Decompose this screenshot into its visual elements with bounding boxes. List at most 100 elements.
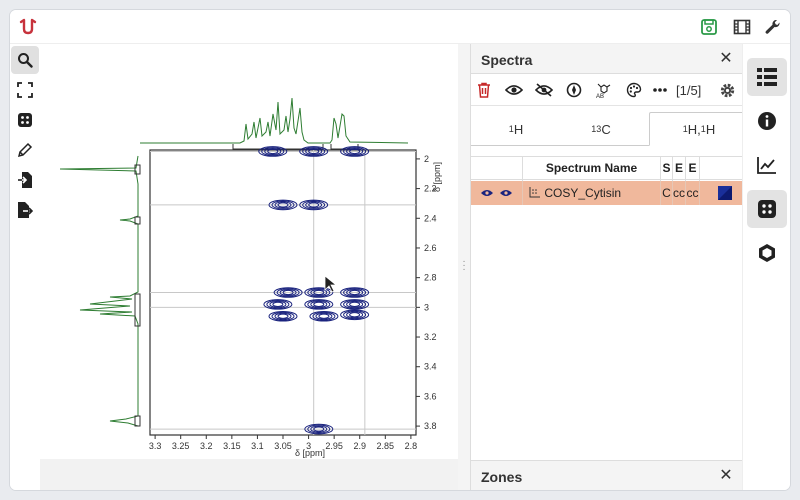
eye-spectrum-icon[interactable] [480, 190, 493, 196]
x-tick-label-9: 2.85 [377, 441, 395, 451]
info-icon [758, 112, 776, 130]
palette-icon[interactable] [624, 80, 644, 100]
export-icon [18, 202, 33, 218]
cross-peak-0[interactable] [258, 146, 288, 157]
more-icon[interactable] [650, 80, 670, 100]
cross-peak-3[interactable] [268, 199, 298, 211]
structure-panel-button[interactable] [747, 234, 787, 272]
row-color[interactable] [700, 181, 743, 205]
x-tick-label-7: 2.95 [325, 441, 343, 451]
molecule-icon[interactable]: AB [594, 80, 614, 100]
left-integral-1 [134, 164, 141, 175]
cross-peak-7[interactable] [340, 287, 370, 298]
cross-peak-8[interactable] [263, 299, 293, 310]
right-sidebar [742, 44, 790, 490]
spectra-close-icon[interactable]: ✕ [719, 50, 733, 67]
export-tool[interactable] [11, 196, 39, 224]
settings-gear-icon[interactable] [717, 80, 737, 100]
pen-icon [17, 142, 33, 158]
x-tick-label-1: 3.25 [172, 441, 190, 451]
zones-icon [758, 200, 776, 218]
tab-1h1h-mass-b: 1 [700, 124, 706, 134]
cross-peak-4[interactable] [299, 199, 329, 211]
save-icon[interactable] [698, 16, 720, 38]
spectra-panel-button[interactable] [747, 58, 787, 96]
zones-icon [18, 113, 32, 127]
zones-close-icon[interactable]: ✕ [719, 467, 733, 484]
pen-tool[interactable] [11, 136, 39, 164]
header-spectrum-name[interactable]: Spectrum Name [523, 157, 661, 181]
cross-peak-6[interactable] [304, 287, 334, 298]
splitter-handle-icon[interactable]: · · · [462, 256, 466, 275]
header-e1[interactable]: E [673, 157, 686, 181]
y-tick-label-2: 2.4 [424, 213, 437, 223]
cross-peak-5[interactable] [273, 287, 303, 298]
cross-peak-14[interactable] [304, 423, 334, 435]
y-tick-label-1: 2.2 [424, 184, 437, 194]
table-icon [757, 68, 777, 86]
row-c1: C [661, 181, 673, 205]
tab-13c-mass: 13 [591, 124, 602, 134]
info-panel-button[interactable] [747, 102, 787, 140]
cross-peak-9[interactable] [304, 299, 334, 310]
left-trace [59, 155, 139, 427]
spectrum-name: COSY_Cytisin [544, 186, 622, 200]
tab-1h-mass: 1 [508, 124, 514, 134]
row-c2: cc [673, 181, 686, 205]
spectrum-viewer[interactable]: 3.3 3.25 3.2 3.15 3.1 3.05 3 2.95 2.9 2.85 2.8 2 2.… [40, 44, 458, 459]
show-all-icon[interactable] [504, 80, 524, 100]
left-integral-2 [134, 216, 141, 225]
compass-icon[interactable] [564, 80, 584, 100]
spectra-toolbar: AB [1/5] [471, 74, 743, 106]
x-tick-label-0: 3.3 [149, 441, 162, 451]
tab-1h-1h[interactable]: 1 H, 1 H [649, 112, 749, 146]
y-tick-label-8: 3.6 [424, 391, 437, 401]
panel-splitter[interactable]: · · · [458, 44, 470, 490]
y-axis-label: δ [ppm] [432, 162, 442, 192]
tab-1h1h-element-b: H [705, 121, 716, 137]
zoom-icon [18, 53, 33, 68]
cosy-plot[interactable]: 3.3 3.25 3.2 3.15 3.1 3.05 3 2.95 2.9 2.85 2.8 2 2.… [40, 44, 458, 459]
y-tick-label-4: 2.8 [424, 273, 437, 283]
cross-peak-11[interactable] [268, 310, 298, 322]
film-icon[interactable] [731, 16, 753, 38]
fullscreen-tool[interactable] [11, 76, 39, 104]
cross-peak-10[interactable] [340, 299, 370, 310]
spectra-panel: Spectra ✕ AB [1/5 [470, 44, 749, 490]
row-visibility [471, 181, 523, 205]
zones-panel-header[interactable]: Zones ✕ [471, 460, 743, 490]
x-tick-label-6: 3 [306, 441, 311, 451]
tab-13c-element: C [601, 121, 611, 137]
hide-all-icon[interactable] [534, 80, 554, 100]
x-tick-label-8: 2.9 [353, 441, 366, 451]
mouse-cursor-icon [324, 275, 338, 293]
cross-peak-1[interactable] [299, 146, 329, 157]
table-row[interactable]: COSY_Cytisin C cc cc [471, 181, 743, 205]
color-swatch-icon[interactable] [718, 186, 732, 200]
zones-panel-button[interactable] [747, 190, 787, 228]
cross-peak-12[interactable] [309, 310, 339, 322]
cross-peak-2[interactable] [340, 146, 370, 157]
eye-peaks-icon[interactable] [499, 190, 512, 196]
tab-1h1h-element-a: H, [687, 121, 701, 137]
x-tick-label-3: 3.15 [223, 441, 241, 451]
x-tick-label-10: 2.8 [405, 441, 418, 451]
chart-panel-button[interactable] [747, 146, 787, 184]
header-s[interactable]: S [661, 157, 673, 181]
x-axis-label: δ [ppm] [295, 448, 325, 458]
row-c3: cc [686, 181, 700, 205]
zones-tool[interactable] [11, 106, 39, 134]
header-e2[interactable]: E [686, 157, 700, 181]
left-toolbar [10, 44, 40, 490]
app-logo-icon [18, 17, 38, 37]
cross-peak-13[interactable] [340, 309, 370, 321]
delete-icon[interactable] [474, 80, 494, 100]
x-tick-label-4: 3.1 [251, 441, 264, 451]
import-tool[interactable] [11, 166, 39, 194]
2d-spectrum-icon [529, 187, 540, 198]
tab-13c[interactable]: 13 C [561, 112, 641, 146]
x-tick-label-5: 3.05 [274, 441, 292, 451]
zoom-tool[interactable] [11, 46, 39, 74]
wrench-icon[interactable] [762, 16, 784, 38]
